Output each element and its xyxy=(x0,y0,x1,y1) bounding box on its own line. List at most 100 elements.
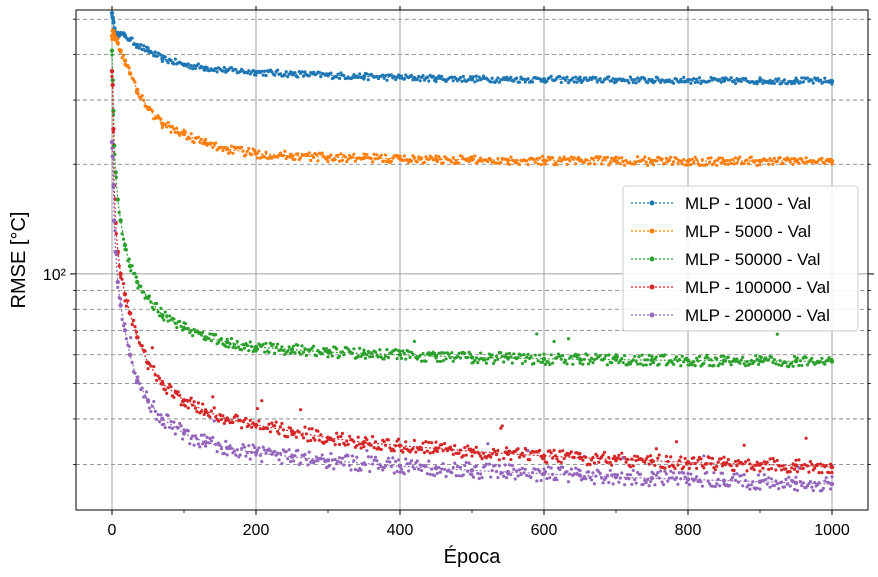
series-point xyxy=(385,78,389,82)
series-point xyxy=(742,162,746,166)
series-point xyxy=(346,454,350,458)
series-point xyxy=(193,406,198,410)
series-point xyxy=(228,150,232,154)
series-point xyxy=(324,347,329,351)
series-point xyxy=(522,454,526,458)
series-point xyxy=(486,442,490,446)
series-point xyxy=(601,453,605,457)
series-point xyxy=(489,355,493,359)
series-point xyxy=(296,152,300,156)
series-point xyxy=(411,352,415,356)
series-point xyxy=(461,74,465,78)
series-point xyxy=(276,429,280,434)
series-point xyxy=(754,159,758,163)
series-point xyxy=(620,471,624,475)
series-point xyxy=(461,454,465,458)
series-point xyxy=(559,357,563,361)
series-point xyxy=(430,467,434,471)
series-point xyxy=(659,469,663,473)
series-point xyxy=(386,456,391,460)
series-point xyxy=(798,81,802,85)
series-point xyxy=(412,467,416,471)
series-point xyxy=(150,404,154,408)
series-point xyxy=(444,474,448,479)
series-point xyxy=(777,487,781,491)
series-point xyxy=(235,414,239,418)
series-point xyxy=(810,356,814,360)
series-point xyxy=(229,446,234,451)
series-point xyxy=(209,141,213,145)
data-point xyxy=(757,462,763,467)
series-point xyxy=(699,457,703,461)
series-point xyxy=(584,477,588,481)
series-point xyxy=(628,465,633,469)
series-point xyxy=(728,483,732,487)
data-point xyxy=(118,271,123,277)
data-point xyxy=(397,352,403,357)
series-point xyxy=(566,480,571,484)
series-point xyxy=(392,449,396,453)
series-point xyxy=(456,464,460,469)
series-point xyxy=(790,466,794,470)
series-point xyxy=(392,74,396,79)
series-point xyxy=(780,468,784,472)
series-point xyxy=(304,458,308,462)
data-point xyxy=(649,78,655,83)
series-point xyxy=(767,467,771,471)
series-point xyxy=(732,162,736,166)
series-point xyxy=(742,473,746,477)
series-point xyxy=(142,290,146,294)
series-point xyxy=(407,349,411,354)
series-point xyxy=(497,458,501,462)
series-point xyxy=(307,151,311,155)
series-point xyxy=(561,157,565,162)
series-point xyxy=(407,160,411,165)
data-point xyxy=(253,69,259,75)
series-point xyxy=(152,307,156,312)
series-point xyxy=(191,434,195,438)
series-point xyxy=(607,455,611,460)
series-point xyxy=(535,157,539,161)
series-point xyxy=(741,462,745,466)
series-point xyxy=(674,77,679,81)
series-point xyxy=(728,360,732,364)
series-point xyxy=(385,459,389,464)
series-point xyxy=(582,160,586,164)
series-point xyxy=(565,470,569,474)
series-point xyxy=(435,359,440,363)
series-point xyxy=(718,78,722,82)
series-point xyxy=(490,468,494,473)
series-point xyxy=(288,426,293,430)
series-point xyxy=(199,137,203,141)
series-point xyxy=(124,337,128,341)
series-point xyxy=(784,477,788,481)
series-point xyxy=(381,73,385,77)
series-point xyxy=(791,162,795,166)
data-point xyxy=(433,446,439,451)
data-point xyxy=(127,352,133,357)
series-point xyxy=(515,158,519,162)
series-point xyxy=(480,457,484,461)
series-point xyxy=(173,321,177,325)
series-point xyxy=(414,450,418,454)
series-point xyxy=(369,455,373,459)
series-point xyxy=(238,453,242,457)
series-point xyxy=(420,156,424,160)
series-point xyxy=(362,348,366,352)
series-point xyxy=(767,358,771,362)
series-point xyxy=(634,481,638,485)
series-point xyxy=(133,272,137,276)
series-point xyxy=(402,154,406,158)
series-point xyxy=(162,422,166,426)
series-point xyxy=(767,81,771,85)
series-point xyxy=(784,467,788,471)
series-point xyxy=(466,469,470,473)
series-point xyxy=(314,354,319,358)
series-point xyxy=(654,447,658,451)
series-point xyxy=(435,471,440,475)
series-point xyxy=(201,330,205,335)
series-point xyxy=(509,457,513,462)
series-point xyxy=(356,75,360,80)
series-point xyxy=(288,459,293,464)
